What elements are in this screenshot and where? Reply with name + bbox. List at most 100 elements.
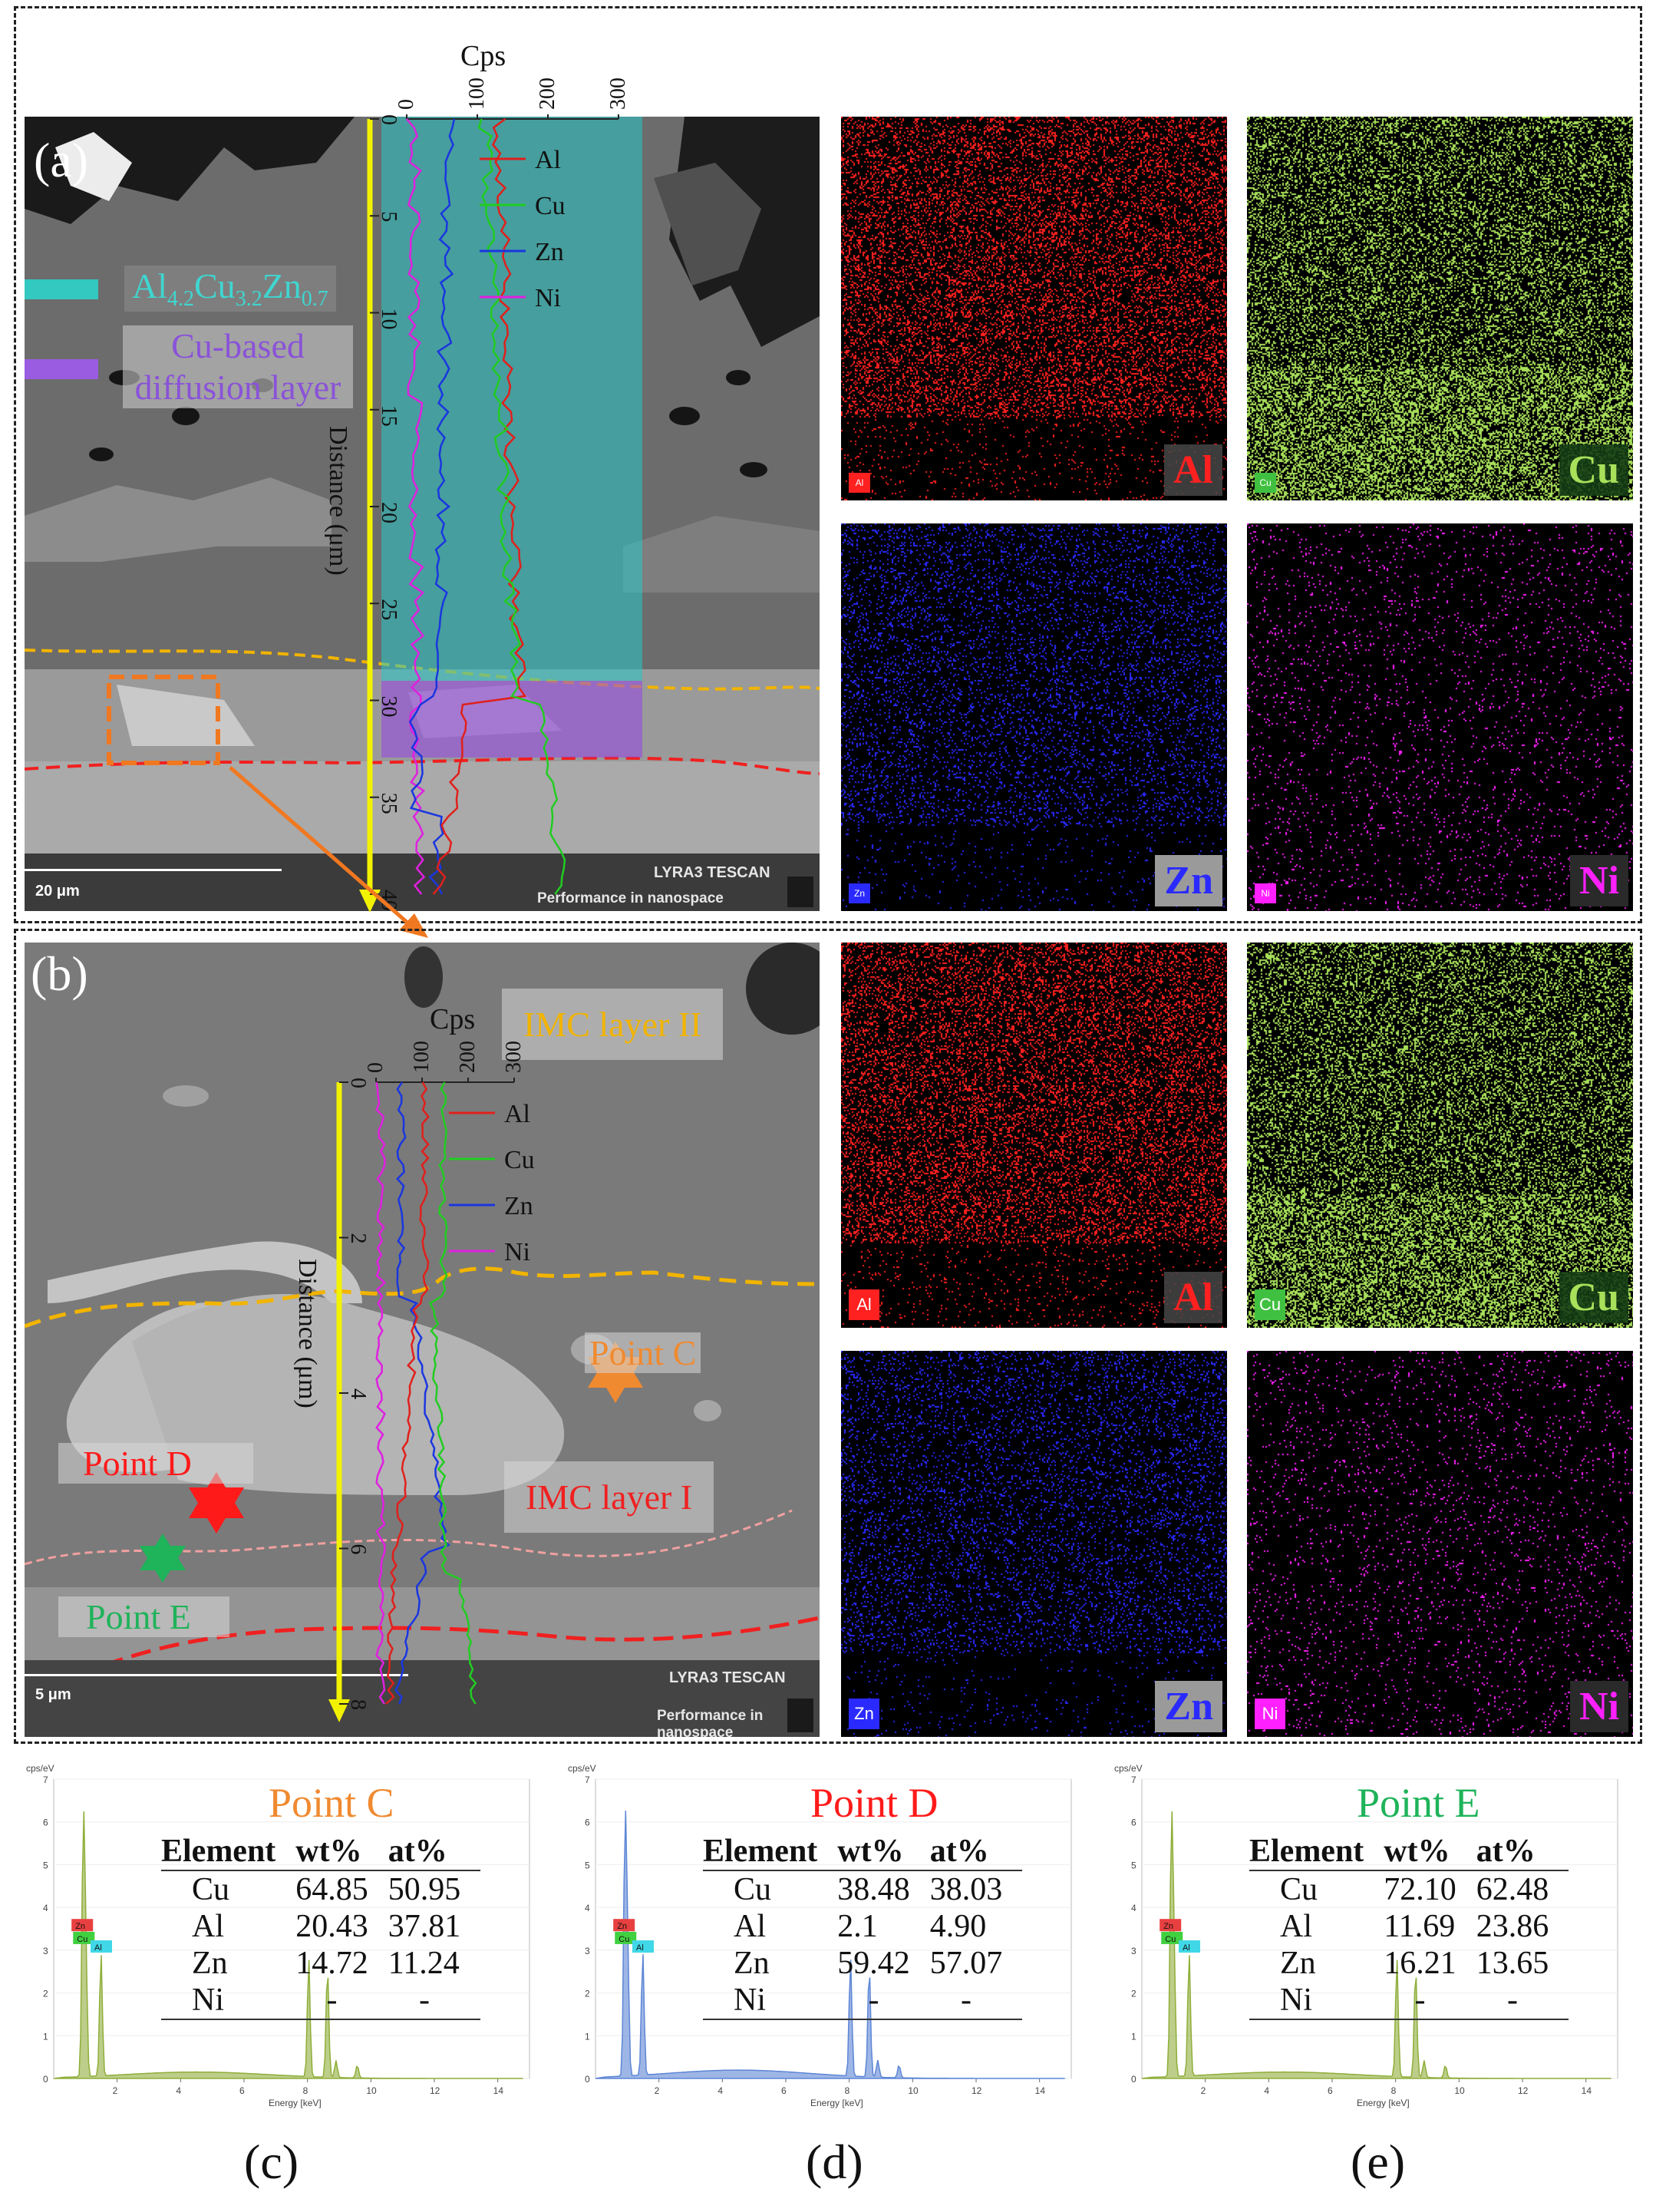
cps-tick-label: 100 — [465, 78, 489, 110]
panel-b-scale-label: 5 μm — [35, 1686, 71, 1703]
table-row: Al 2.1 4.90 — [734, 1909, 987, 1944]
cps-tick-label: 300 — [606, 78, 630, 110]
legend-label-cu: Cu — [535, 192, 566, 220]
y-unit-label: cps/eV — [568, 1763, 596, 1774]
col-at: at% — [929, 1833, 1023, 1871]
map-b-ni-canvas — [1247, 1351, 1633, 1737]
y-tick-label: 5 — [1131, 1860, 1136, 1870]
y-tick-label: 4 — [43, 1903, 48, 1913]
phase-annotation: Al4.2Cu3.2Zn0.7 — [124, 266, 336, 312]
table-row: Zn 59.42 57.07 — [734, 1946, 1003, 1981]
point-e-label: Point E — [58, 1596, 229, 1637]
col-element: Element — [161, 1833, 296, 1871]
legend-label-zn: Zn — [535, 238, 564, 266]
y-tick-label: 6 — [1131, 1817, 1136, 1828]
diffusion-annotation: Cu-based diffusion layer — [123, 325, 353, 408]
spectrum-trace — [53, 1811, 523, 2079]
cps-tick-label: 100 — [410, 1041, 434, 1073]
x-tick-label: 2 — [1201, 2085, 1206, 2096]
table-row: Al 20.43 37.81 — [192, 1909, 461, 1944]
scan-line-ni — [375, 1081, 387, 1705]
col-at: at% — [388, 1833, 481, 1871]
map-b-ni-mini: Ni — [1255, 1699, 1285, 1729]
y-tick-label: 6 — [43, 1817, 48, 1828]
cps-label: Cps — [430, 1003, 475, 1035]
peak-tag-text: Zn — [1163, 1922, 1173, 1931]
peak-tag-cu — [73, 1931, 95, 1944]
panel-b-sem-image: 5 μm LYRA3 TESCAN Performance in nanospa… — [25, 943, 820, 1737]
x-tick-label: 14 — [1582, 2085, 1592, 2096]
distance-tick-label: 2 — [346, 1233, 370, 1244]
map-a-ni-mini: Ni — [1255, 883, 1276, 903]
peak-tag-al — [1179, 1940, 1200, 1953]
panel-a-tagline: Performance in nanospace — [537, 890, 724, 906]
peak-tag-text: Al — [636, 1943, 644, 1953]
cps-tick-label: 0 — [394, 99, 418, 110]
map-b-al: Al Al — [841, 943, 1227, 1328]
table-row: Cu 38.48 38.03 — [734, 1872, 1003, 1907]
scan-line-cu — [428, 1081, 477, 1705]
peak-tag-text: Zn — [75, 1922, 85, 1931]
panel-b-linescan: Cps 0 100 200 300 0 2 4 6 8 Distance (μm) Al Cu Zn Ni — [293, 1003, 535, 1722]
distance-tick-label: 30 — [377, 696, 401, 718]
legend-label-al: Al — [535, 146, 561, 174]
y-unit-label: cps/eV — [1114, 1763, 1143, 1774]
y-tick-label: 4 — [585, 1903, 590, 1913]
map-a-ni-canvas — [1247, 523, 1633, 911]
map-b-cu-canvas — [1247, 943, 1633, 1328]
cps-label: Cps — [460, 40, 506, 72]
x-tick-label: 6 — [1328, 2085, 1333, 2096]
cps-tick-label: 0 — [364, 1062, 388, 1073]
y-tick-label: 3 — [585, 1946, 590, 1956]
plot-area — [1141, 1778, 1618, 2079]
distance-tick-label: 10 — [377, 309, 401, 330]
table-row: Cu 72.10 62.48 — [1280, 1872, 1549, 1907]
peak-tag-zn — [71, 1919, 94, 1932]
scan-line-cu — [477, 118, 566, 895]
y-tick-label: 7 — [43, 1775, 48, 1785]
panel-a-sem-footer: 20 μm LYRA3 TESCAN Performance in nanosp… — [25, 853, 820, 911]
peak-tag-al — [91, 1940, 112, 1953]
legend-label-ni: Ni — [504, 1238, 530, 1266]
peak-tag-zn — [1160, 1919, 1182, 1932]
distance-tick-label: 5 — [377, 211, 401, 222]
peak-tag-text: Al — [1183, 1943, 1190, 1953]
peak-tag-text: Cu — [619, 1935, 629, 1944]
x-tick-label: 8 — [303, 2085, 308, 2096]
diffusion-swatch — [25, 359, 98, 379]
distance-tick-label: 20 — [377, 502, 401, 523]
imc-layer-ii-label: IMC layer II — [502, 989, 724, 1060]
distance-tick-label: 8 — [346, 1699, 370, 1710]
map-b-zn-mini: Zn — [849, 1699, 879, 1729]
x-tick-label: 10 — [1454, 2085, 1465, 2096]
table-row: Ni - - — [161, 1982, 481, 2019]
table-row: Al 11.69 23.86 — [1280, 1909, 1549, 1944]
spectrum-c-title: Point C — [269, 1780, 394, 1826]
tescan-logo-icon — [787, 1699, 813, 1732]
distance-tick-label: 6 — [346, 1544, 370, 1555]
map-b-ni: Ni Ni — [1247, 1351, 1633, 1737]
legend-label-cu: Cu — [504, 1146, 535, 1174]
legend-label-ni: Ni — [535, 284, 561, 312]
spectrum-e: 0 1 2 3 4 5 6 7 2 4 6 8 10 12 14 cps/eV Energy [keV] Zn Cu… — [1111, 1756, 1633, 2109]
peak-tag-text: Zn — [617, 1922, 627, 1931]
map-b-zn-label: Zn — [1155, 1681, 1222, 1732]
y-tick-label: 6 — [585, 1817, 590, 1828]
panel-b-tagline: Performance in nanospace — [657, 1708, 764, 1737]
map-b-cu-mini: Cu — [1255, 1289, 1285, 1320]
spectrum-e-title: Point E — [1357, 1780, 1480, 1826]
x-tick-label: 4 — [1264, 2085, 1269, 2096]
panel-a-scale-bar — [25, 869, 282, 871]
plot-area — [53, 1778, 530, 2079]
x-tick-label: 10 — [366, 2085, 377, 2096]
map-a-cu: Cu Cu — [1247, 117, 1633, 500]
y-tick-label: 1 — [585, 2031, 590, 2042]
x-axis-label: Energy [keV] — [269, 2098, 322, 2108]
x-tick-label: 2 — [113, 2085, 118, 2096]
y-tick-label: 7 — [585, 1775, 590, 1785]
peak-tag-cu — [1161, 1931, 1183, 1944]
panel-a-scale-label: 20 μm — [35, 883, 80, 900]
y-tick-label: 2 — [585, 1989, 590, 1999]
